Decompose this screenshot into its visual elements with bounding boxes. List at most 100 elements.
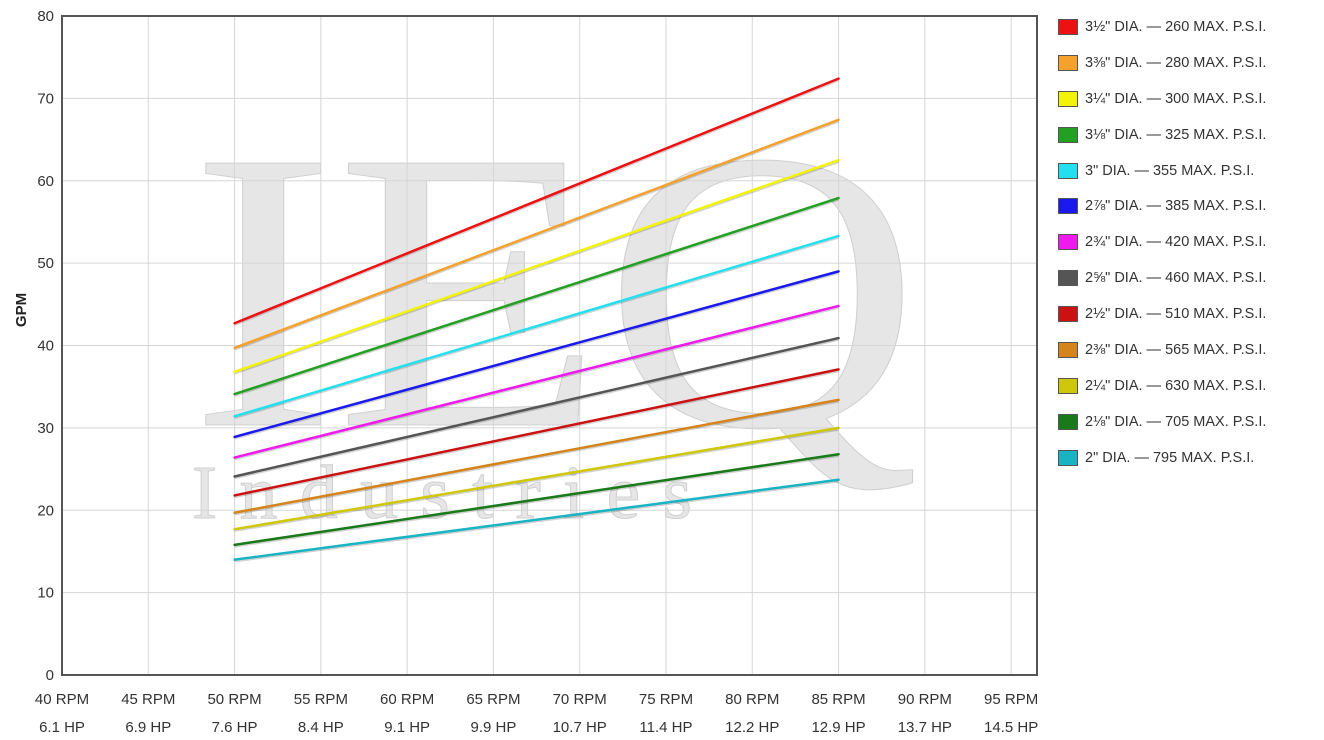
legend-label: 2¼" DIA. — 630 MAX. P.S.I. [1085, 377, 1267, 394]
legend-swatch [1058, 342, 1078, 359]
series-line [233, 478, 840, 561]
legend-item: 3¼" DIA. — 300 MAX. P.S.I. [1058, 90, 1320, 127]
x-tick-label-hp: 9.9 HP [470, 719, 516, 736]
legend-item: 2¼" DIA. — 630 MAX. P.S.I. [1058, 377, 1320, 414]
y-tick-label: 20 [37, 502, 54, 519]
legend-label: 3" DIA. — 355 MAX. P.S.I. [1085, 162, 1255, 179]
watermark-small-text: Industries [192, 451, 692, 535]
legend-label: 3⅜" DIA. — 280 MAX. P.S.I. [1085, 54, 1267, 71]
legend-label: 2⅛" DIA. — 705 MAX. P.S.I. [1085, 413, 1267, 430]
legend-item: 2½" DIA. — 510 MAX. P.S.I. [1058, 306, 1320, 342]
legend-swatch [1058, 234, 1078, 251]
legend-label: 2" DIA. — 795 MAX. P.S.I. [1085, 449, 1255, 466]
legend-swatch [1058, 270, 1078, 287]
legend-label: 2⅝" DIA. — 460 MAX. P.S.I. [1085, 270, 1267, 287]
legend-item: 3⅛" DIA. — 325 MAX. P.S.I. [1058, 126, 1320, 163]
x-tick-label-rpm: 55 RPM [294, 691, 348, 708]
series-lines [233, 77, 840, 563]
y-tick-label: 70 [37, 90, 54, 107]
plot-frame [61, 15, 1038, 676]
series-line [233, 368, 840, 497]
legend-item: 3" DIA. — 355 MAX. P.S.I. [1058, 162, 1320, 199]
x-tick-label-rpm: 65 RPM [466, 691, 520, 708]
legend-swatch [1058, 162, 1078, 179]
series-line-shadow [234, 236, 839, 420]
y-tick-label: 80 [37, 8, 54, 25]
legend-swatch [1058, 306, 1078, 323]
y-tick-label: 30 [37, 420, 54, 437]
legend-label: 2⅜" DIA. — 565 MAX. P.S.I. [1085, 342, 1267, 359]
legend-swatch [1058, 377, 1078, 394]
legend-swatch [1058, 449, 1078, 466]
x-tick-label-hp: 13.7 HP [898, 719, 952, 736]
x-tick-label-rpm: 70 RPM [553, 691, 607, 708]
x-tick-label-hp: 9.1 HP [384, 719, 430, 736]
y-axis-ticks: 0 10 20 30 40 50 60 70 80 [37, 8, 54, 684]
series-line-shadow [234, 338, 839, 480]
legend-label: 3¼" DIA. — 300 MAX. P.S.I. [1085, 90, 1267, 107]
series-line [233, 452, 840, 547]
series-line-shadow [234, 306, 839, 461]
x-tick-label-rpm: 95 RPM [984, 691, 1038, 708]
series-line [233, 336, 840, 478]
legend-label: 2⅞" DIA. — 385 MAX. P.S.I. [1085, 198, 1267, 215]
legend-item: 2¾" DIA. — 420 MAX. P.S.I. [1058, 234, 1320, 270]
series-line-shadow [234, 400, 839, 516]
x-tick-label-hp: 11.4 HP [639, 719, 692, 736]
series-line-shadow [234, 78, 840, 326]
legend-item: 2⅞" DIA. — 385 MAX. P.S.I. [1058, 198, 1320, 234]
x-tick-label-hp: 7.6 HP [212, 719, 258, 736]
legend-item: 3½" DIA. — 260 MAX. P.S.I. [1058, 19, 1320, 55]
x-tick-label-hp: 6.1 HP [39, 719, 85, 736]
series-line-shadow [234, 428, 839, 532]
x-tick-label-hp: 10.7 HP [553, 719, 607, 736]
series-line [233, 398, 840, 514]
y-tick-label: 60 [37, 173, 54, 190]
series-line-shadow [234, 480, 839, 563]
series-line-shadow [234, 160, 839, 375]
legend-label: 2¾" DIA. — 420 MAX. P.S.I. [1085, 234, 1267, 251]
series-line-shadow [234, 369, 839, 499]
x-tick-label-rpm: 90 RPM [898, 691, 952, 708]
x-tick-label-rpm: 50 RPM [207, 691, 261, 708]
legend-swatch [1058, 198, 1078, 215]
series-line [233, 426, 840, 531]
x-tick-label-rpm: 75 RPM [639, 691, 693, 708]
legend-swatch [1058, 19, 1078, 35]
y-tick-label: 50 [37, 255, 54, 272]
series-line-shadow [234, 454, 839, 548]
legend-item: 3⅜" DIA. — 280 MAX. P.S.I. [1058, 54, 1320, 91]
legend: 3½" DIA. — 260 MAX. P.S.I. 3⅜" DIA. — 280… [1058, 19, 1320, 486]
legend-swatch [1058, 126, 1078, 143]
series-line [233, 270, 840, 439]
legend-item: 2" DIA. — 795 MAX. P.S.I. [1058, 449, 1320, 486]
series-line [233, 196, 840, 396]
x-tick-label-rpm: 60 RPM [380, 691, 434, 708]
series-line-shadow [234, 198, 839, 397]
series-line [233, 158, 840, 374]
legend-swatch [1058, 54, 1078, 71]
watermark-logo: IEQIndustries [190, 69, 921, 536]
series-line [233, 77, 840, 325]
grid-lines [62, 16, 1037, 675]
x-tick-label-hp: 6.9 HP [125, 719, 171, 736]
series-line [233, 234, 840, 418]
y-axis-label: GPM [13, 293, 30, 327]
legend-item: 2⅝" DIA. — 460 MAX. P.S.I. [1058, 270, 1320, 306]
x-tick-label-hp: 12.9 HP [811, 719, 865, 736]
legend-label: 3⅛" DIA. — 325 MAX. P.S.I. [1085, 126, 1267, 143]
legend-swatch [1058, 90, 1078, 107]
x-tick-label-rpm: 45 RPM [121, 691, 175, 708]
legend-swatch [1058, 413, 1078, 430]
series-line-shadow [234, 120, 839, 351]
legend-item: 2⅜" DIA. — 565 MAX. P.S.I. [1058, 342, 1320, 378]
x-tick-label-rpm: 40 RPM [35, 691, 89, 708]
x-tick-label-hp: 8.4 HP [298, 719, 344, 736]
x-tick-label-hp: 14.5 HP [984, 719, 1038, 736]
series-line [233, 304, 840, 459]
series-line [233, 118, 840, 350]
x-tick-label-hp: 12.2 HP [725, 719, 779, 736]
legend-label: 2½" DIA. — 510 MAX. P.S.I. [1085, 306, 1267, 323]
legend-item: 2⅛" DIA. — 705 MAX. P.S.I. [1058, 413, 1320, 450]
